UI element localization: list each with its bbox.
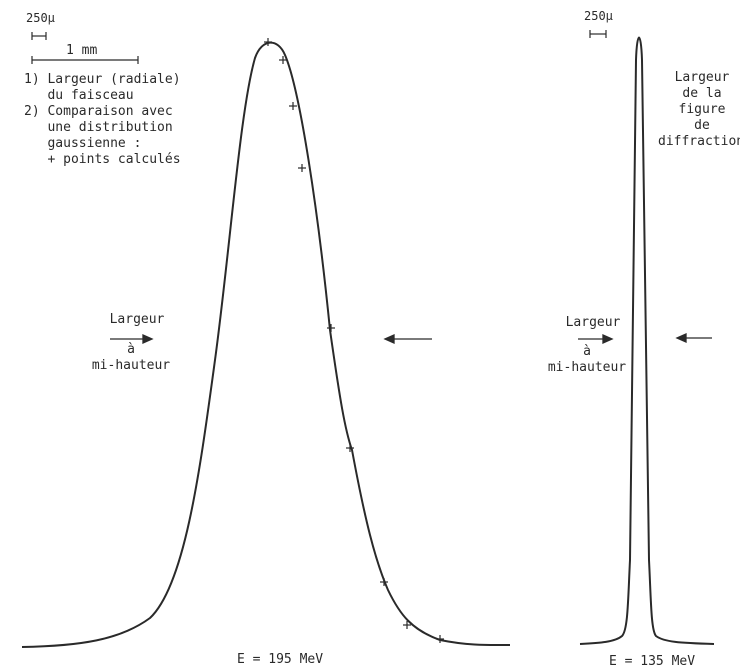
scale-label-1mm: 1 mm bbox=[66, 43, 98, 58]
diffraction-title-4: de bbox=[694, 118, 710, 133]
calc-point bbox=[380, 578, 388, 586]
legend: 1) Largeur (radiale) du faisceau 2) Comp… bbox=[24, 72, 181, 168]
calc-point bbox=[279, 56, 287, 64]
diffraction-title-2: de la bbox=[682, 86, 722, 101]
calc-point bbox=[403, 621, 411, 629]
energy-label-left: E = 195 MeV bbox=[236, 652, 324, 667]
legend-line: 2) Comparaison avec bbox=[24, 104, 173, 119]
calc-point bbox=[298, 164, 306, 172]
calculated-points bbox=[264, 38, 444, 643]
scale-label-250-right: 250µ bbox=[584, 9, 613, 23]
energy-label-right: E = 135 MeV bbox=[608, 654, 696, 669]
diffraction-curve bbox=[579, 36, 715, 645]
scale-bar-250-left bbox=[31, 32, 47, 40]
fwhm-label-left-3: mi-hauteur bbox=[91, 358, 171, 373]
scale-bar-1mm bbox=[31, 56, 139, 64]
fwhm-label-left-2: à bbox=[127, 342, 135, 357]
fwhm-arrow-left-b bbox=[383, 333, 432, 345]
legend-line: du faisceau bbox=[24, 88, 134, 103]
fwhm-label-right-2: à bbox=[583, 344, 591, 359]
fwhm-arrow-left-a bbox=[110, 333, 154, 345]
calc-point bbox=[436, 635, 444, 643]
fwhm-arrow-right-b bbox=[675, 332, 712, 344]
diffraction-title-5: diffraction bbox=[658, 134, 740, 149]
calc-point bbox=[264, 38, 272, 46]
beam-width-curve bbox=[21, 41, 511, 648]
legend-line: une distribution bbox=[24, 120, 173, 135]
fwhm-arrow-right-a bbox=[578, 333, 614, 345]
fwhm-label-right-1: Largeur bbox=[565, 315, 621, 330]
diffraction-title-1: Largeur bbox=[674, 70, 730, 85]
calc-point bbox=[346, 444, 354, 452]
calc-point bbox=[289, 102, 297, 110]
fwhm-label-right-3: mi-hauteur bbox=[547, 360, 627, 375]
scale-label-250-left: 250µ bbox=[26, 11, 55, 25]
calc-point bbox=[327, 324, 335, 332]
fwhm-label-left-1: Largeur bbox=[109, 312, 165, 327]
diffraction-title-3: figure bbox=[678, 102, 726, 117]
scale-bar-250-right bbox=[589, 30, 607, 38]
legend-line: gaussienne : bbox=[24, 136, 142, 151]
legend-line: + points calculés bbox=[24, 152, 181, 167]
legend-line: 1) Largeur (radiale) bbox=[24, 72, 181, 87]
